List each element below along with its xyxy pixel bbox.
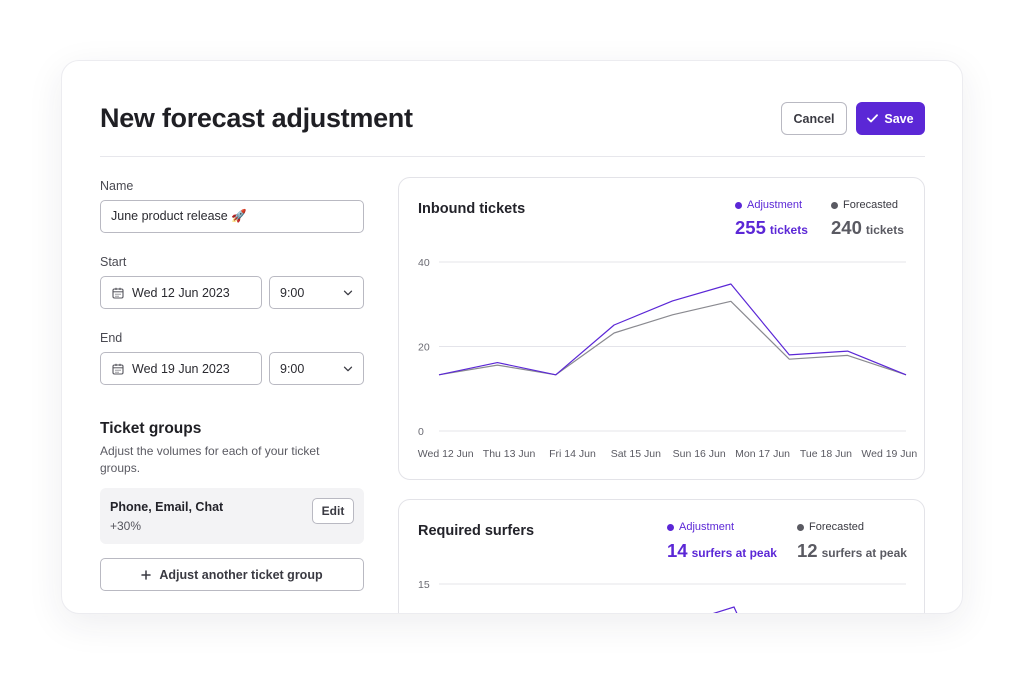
inbound-adjustment-unit: tickets (769, 223, 808, 237)
y-tick-label: 40 (418, 257, 430, 269)
save-label: Save (884, 111, 914, 126)
series-line-forecasted (438, 300, 907, 376)
start-label: Start (100, 255, 127, 269)
x-tick-label: Thu 13 Jun (483, 448, 536, 460)
surfers-adjustment-peak: 14 surfers at peak (667, 540, 777, 562)
inbound-legend-adjustment-label: Adjustment (747, 199, 803, 211)
surfers-legend-forecasted-label: Forecasted (809, 521, 865, 533)
surfers-forecasted-value: 12 (797, 540, 818, 561)
end-time-select[interactable]: 9:00 (269, 352, 364, 385)
ticket-groups-title: Ticket groups (100, 420, 202, 437)
required-surfers-chart: 15 (418, 579, 906, 613)
forecasted-dot-icon (797, 523, 804, 531)
ticket-groups-description: Adjust the volumes for each of your tick… (100, 444, 320, 475)
inbound-legend-forecasted: Forecasted (831, 199, 898, 211)
start-time-value: 9:00 (280, 285, 305, 300)
calendar-icon (112, 363, 124, 375)
name-input-value: June product release 🚀 (111, 209, 247, 223)
surfers-adjustment-value: 14 (667, 540, 688, 561)
y-tick-label: 0 (418, 426, 424, 438)
start-time-select[interactable]: 9:00 (269, 276, 364, 309)
inbound-adjustment-total: 255 tickets (735, 217, 808, 239)
adjustment-dot-icon (667, 523, 674, 531)
edit-ticket-group-button[interactable]: Edit (312, 498, 354, 524)
inbound-forecasted-value: 240 (831, 217, 862, 238)
start-date-input[interactable]: Wed 12 Jun 2023 (100, 276, 262, 309)
ticket-group-adjustment: +30% (110, 519, 142, 533)
y-tick-label: 20 (418, 342, 430, 354)
inbound-tickets-card: Inbound tickets Adjustment Forecasted 25… (398, 177, 925, 480)
forecast-adjustment-card: New forecast adjustment Cancel Save Name… (61, 60, 963, 614)
inbound-legend-adjustment: Adjustment (735, 199, 802, 211)
x-tick-label: Fri 14 Jun (549, 448, 596, 460)
inbound-chart-title: Inbound tickets (418, 201, 526, 217)
series-line-adjustment (438, 283, 907, 376)
surfers-legend-adjustment-label: Adjustment (679, 521, 735, 533)
inbound-forecasted-unit: tickets (865, 223, 904, 237)
x-tick-label: Wed 19 Jun (861, 448, 917, 460)
save-button[interactable]: Save (856, 102, 925, 135)
x-tick-label: Sun 16 Jun (673, 448, 726, 460)
inbound-tickets-chart: 0 20 40 Wed 12 Jun Thu 13 Jun Fri 14 Jun Sat 1… (418, 257, 918, 460)
plus-icon (141, 569, 152, 580)
start-date-value: Wed 12 Jun 2023 (132, 285, 230, 300)
name-input[interactable]: June product release 🚀 (100, 200, 364, 233)
chevron-down-icon (343, 290, 353, 296)
surfers-legend-adjustment: Adjustment (667, 521, 734, 533)
calendar-icon (112, 287, 124, 299)
header-divider (100, 156, 925, 157)
end-date-input[interactable]: Wed 19 Jun 2023 (100, 352, 262, 385)
inbound-adjustment-value: 255 (735, 217, 766, 238)
cancel-button[interactable]: Cancel (781, 102, 847, 135)
x-tick-label: Sat 15 Jun (611, 448, 661, 460)
x-tick-label: Wed 12 Jun (418, 448, 474, 460)
page-title: New forecast adjustment (100, 103, 413, 133)
end-time-value: 9:00 (280, 361, 305, 376)
ticket-group-name: Phone, Email, Chat (110, 500, 224, 514)
ticket-group-item: Phone, Email, Chat +30% Edit (100, 488, 364, 544)
y-tick-label: 15 (418, 579, 430, 591)
required-surfers-card: Required surfers Adjustment Forecasted 1… (398, 499, 925, 613)
adjust-another-ticket-group-button[interactable]: Adjust another ticket group (100, 558, 364, 591)
adjustment-dot-icon (735, 201, 742, 209)
end-date-value: Wed 19 Jun 2023 (132, 361, 230, 376)
adjust-another-label: Adjust another ticket group (159, 567, 323, 582)
surfers-chart-title: Required surfers (418, 523, 535, 539)
series-line-adjustment (712, 606, 738, 613)
x-tick-label: Tue 18 Jun (800, 448, 852, 460)
inbound-forecasted-total: 240 tickets (831, 217, 904, 239)
forecasted-dot-icon (831, 201, 838, 209)
name-label: Name (100, 179, 134, 193)
surfers-legend-forecasted: Forecasted (797, 521, 864, 533)
end-label: End (100, 331, 123, 345)
check-icon (867, 114, 879, 123)
inbound-legend-forecasted-label: Forecasted (843, 199, 899, 211)
chevron-down-icon (343, 366, 353, 372)
surfers-adjustment-unit: surfers at peak (691, 546, 777, 560)
x-tick-label: Mon 17 Jun (735, 448, 790, 460)
surfers-forecasted-unit: surfers at peak (821, 546, 907, 560)
surfers-forecasted-peak: 12 surfers at peak (797, 540, 907, 562)
